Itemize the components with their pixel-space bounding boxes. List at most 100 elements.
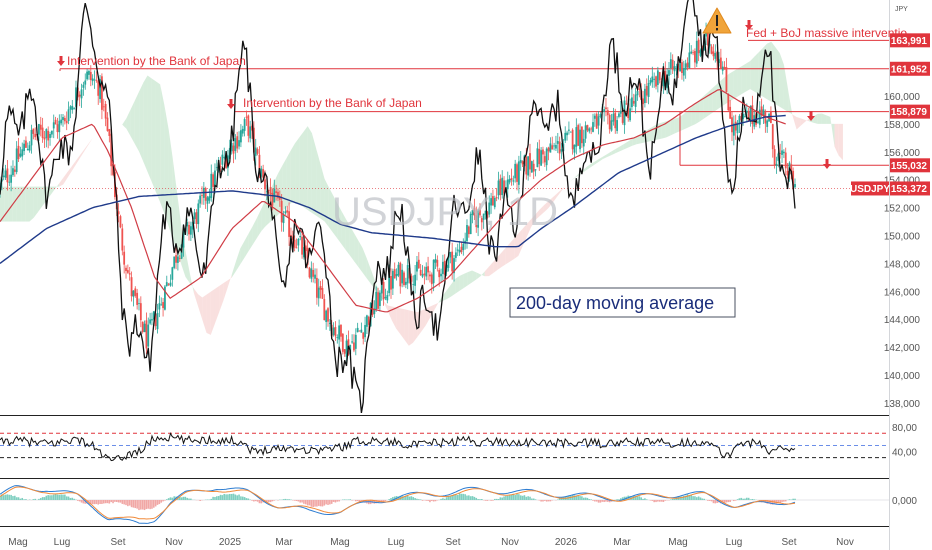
candle-body: [708, 43, 711, 47]
cloud-segment: [366, 258, 371, 284]
candle-body: [345, 340, 348, 357]
macd-histogram-bar: [15, 497, 18, 500]
cloud-segment: [455, 275, 460, 294]
cloud-segment: [442, 290, 447, 301]
macd-histogram-bar: [247, 498, 250, 500]
candle-body: [727, 94, 730, 111]
candle-body: [358, 330, 361, 332]
macd-histogram-bar: [599, 500, 602, 503]
cloud-segment: [67, 166, 72, 178]
candle-body: [616, 120, 618, 131]
macd-histogram-bar: [308, 500, 311, 506]
candle-body: [121, 228, 124, 251]
cloud-segment: [649, 126, 654, 142]
candle-body: [551, 145, 554, 150]
macd-histogram-bar: [119, 500, 122, 503]
candle-body: [308, 267, 311, 278]
macd-histogram-bar: [303, 500, 305, 504]
macd-histogram-bar: [686, 494, 689, 500]
macd-histogram-bar: [384, 500, 387, 501]
macd-histogram-bar: [742, 498, 744, 500]
cloud-segment: [817, 113, 822, 124]
macd-histogram-bar: [579, 496, 581, 500]
cloud-segment: [733, 68, 738, 100]
candle-body: [571, 129, 574, 150]
macd-histogram-bar: [58, 494, 61, 500]
macd-histogram-bar: [271, 500, 274, 502]
candle-body: [108, 129, 111, 136]
candle-body: [214, 170, 216, 188]
candle-body: [773, 149, 776, 165]
candle-body: [360, 329, 363, 333]
macd-histogram-bar: [581, 496, 583, 500]
cloud-segment: [349, 225, 355, 262]
candle-body: [705, 32, 707, 37]
price-axis[interactable]: 138,000 140,000 142,000 144,000 146,000 148,0…: [884, 92, 921, 410]
macd-histogram-bar: [334, 500, 337, 503]
candle-body: [206, 197, 209, 204]
candle-body: [529, 153, 531, 170]
macd-histogram-bar: [375, 500, 377, 504]
candle-body: [243, 119, 246, 131]
macd-histogram-bar: [486, 500, 489, 501]
candle-body: [429, 274, 431, 277]
macd-histogram-bar: [770, 500, 772, 505]
candle-body: [388, 273, 391, 294]
candle-body: [312, 269, 315, 277]
candle-body: [63, 117, 66, 122]
macd-histogram-bar: [210, 498, 213, 500]
candle-body: [643, 88, 646, 103]
cloud-segment: [539, 205, 544, 217]
macd-histogram-bar: [273, 500, 276, 501]
candle-body: [167, 283, 170, 285]
candle-body: [26, 149, 29, 151]
down-arrow-icon: [747, 20, 751, 25]
candle-body: [649, 80, 652, 84]
macd-histogram-bar: [323, 500, 326, 506]
candle-body: [466, 225, 468, 242]
cloud-segment: [758, 47, 763, 97]
candle-body: [549, 143, 552, 153]
macd-histogram-bar: [245, 498, 248, 500]
cloud-segment: [450, 278, 456, 297]
time-tick-label: Nov: [501, 537, 519, 548]
candle-body: [317, 287, 320, 299]
symbol-tag-label: USDJPY: [850, 184, 890, 195]
macd-histogram-bar: [558, 498, 561, 500]
candle-body: [656, 70, 659, 85]
macd-histogram-bar: [771, 500, 774, 505]
cloud-segment: [568, 178, 574, 183]
macd-histogram-bar: [99, 500, 101, 504]
candle-body: [451, 251, 454, 272]
macd-histogram-bar: [84, 500, 87, 504]
candle-body: [32, 128, 35, 134]
macd-histogram-bar: [505, 495, 507, 500]
time-axis[interactable]: Mag Lug Set Nov 2025 Mar Mag Lug Set Nov 2026 Mar Ma…: [8, 537, 854, 548]
macd-histogram-bar: [712, 500, 715, 504]
macd-histogram-bar: [692, 496, 694, 500]
cloud-segment: [71, 160, 76, 172]
macd-histogram-bar: [112, 500, 114, 504]
candle-body: [238, 140, 240, 147]
macd-histogram-bar: [49, 495, 51, 500]
cloud-segment: [122, 118, 127, 129]
candle-body: [543, 156, 546, 163]
candle-body: [516, 164, 518, 182]
candle-body: [397, 264, 400, 276]
macd-histogram-bar: [254, 500, 257, 502]
price-tick-label: 160,000: [884, 92, 921, 103]
candle-body: [432, 259, 435, 284]
macd-histogram-bar: [43, 497, 46, 500]
annotation-boj-1: Intervention by the Bank of Japan: [67, 54, 246, 68]
candle-body: [547, 147, 550, 152]
macd-histogram-bar: [0, 495, 1, 500]
candle-body: [682, 68, 685, 76]
candle-body: [234, 138, 237, 151]
cloud-segment: [193, 288, 199, 307]
macd-histogram-bar: [295, 500, 298, 502]
macd-histogram-bar: [243, 497, 246, 500]
candle-body: [586, 124, 589, 131]
candle-body: [332, 327, 335, 335]
